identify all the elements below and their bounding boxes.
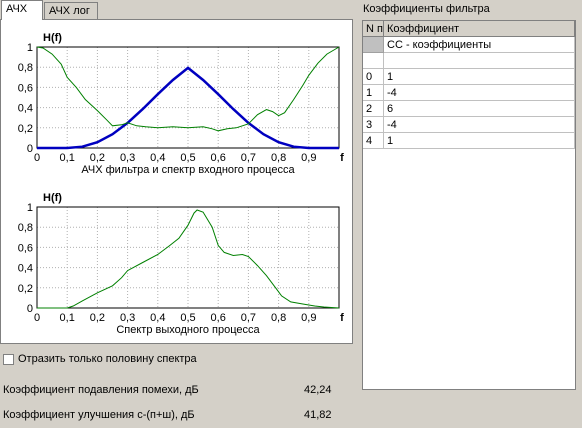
half-spectrum-checkbox[interactable] <box>3 354 14 365</box>
plot-frame <box>36 46 340 149</box>
series-line-0 <box>37 209 340 309</box>
coefficient-cell[interactable]: -4 <box>384 117 575 133</box>
coefficients-grid[interactable]: N п/п Коэффициент CC - коэффициенты 011-… <box>362 20 576 390</box>
x-tick-label: 0,5 <box>180 152 195 164</box>
row-index-cell[interactable]: 1 <box>363 85 384 101</box>
half-spectrum-label: Отразить только половину спектра <box>18 353 197 365</box>
coefficients-title: Коэффициенты фильтра <box>363 3 490 15</box>
output-spectrum-chart: 0 0,2 0,4 0,6 0,8 1 0 0,1 0,2 0,3 0,4 0,5 0,6 0,7 0,8 0… <box>18 192 344 336</box>
x-tick-label: 0,7 <box>241 152 256 164</box>
coefficient-cell[interactable]: 1 <box>384 69 575 85</box>
tab-freq-response-log[interactable]: АЧХ лог <box>44 2 98 19</box>
x-tick-label: 0,7 <box>241 312 256 324</box>
x-tick-label: 0 <box>34 312 40 324</box>
y-tick-label: 0,6 <box>18 82 33 94</box>
tab-freq-response-log-label: АЧХ лог <box>49 5 90 17</box>
x-tick-label: 0,4 <box>150 312 165 324</box>
chart-title: H(f) <box>43 32 62 44</box>
y-tick-label: 0 <box>27 143 33 155</box>
row-index-cell[interactable]: 4 <box>363 133 384 149</box>
suppression-value: 42,24 <box>304 384 332 396</box>
suppression-label: Коэффициент подавления помехи, дБ <box>3 384 199 396</box>
y-tick-label: 0,4 <box>18 103 33 115</box>
y-tick-label: 0,4 <box>18 263 33 275</box>
y-tick-label: 0,2 <box>18 123 33 135</box>
y-tick-label: 0,2 <box>18 283 33 295</box>
row-index-cell[interactable]: 2 <box>363 101 384 117</box>
grid-subheader-cell[interactable]: CC - коэффициенты <box>384 37 575 53</box>
y-tick-label: 0,8 <box>18 222 33 234</box>
grid-empty-row <box>363 53 575 69</box>
coefficient-cell[interactable]: -4 <box>384 85 575 101</box>
x-tick-label: 0,5 <box>180 312 195 324</box>
plot-frame <box>36 206 340 309</box>
y-tick-label: 0,8 <box>18 62 33 74</box>
x-tick-label: 0,8 <box>271 312 286 324</box>
col-header-index[interactable]: N п/п <box>363 21 384 37</box>
improvement-value: 41,82 <box>304 409 332 421</box>
improvement-label: Коэффициент улучшения с-(п+ш), дБ <box>3 409 195 421</box>
tab-page: 0 0,2 0,4 0,6 0,8 1 0 0,1 0,2 0,3 0,4 0,5 0,6 0,7 0,8 0… <box>0 19 353 344</box>
grid-fixed-cell <box>363 37 384 53</box>
y-tick-label: 1 <box>27 42 33 54</box>
x-tick-label: 0,2 <box>90 152 105 164</box>
x-tick-label: 0,6 <box>211 312 226 324</box>
x-tick-label: 0,1 <box>60 312 75 324</box>
x-tick-label: 0,8 <box>271 152 286 164</box>
x-tick-label: 0 <box>34 152 40 164</box>
filter-response-chart: 0 0,2 0,4 0,6 0,8 1 0 0,1 0,2 0,3 0,4 0,5 0,6 0,7 0,8 0… <box>18 32 344 176</box>
y-tick-label: 0,6 <box>18 242 33 254</box>
x-tick-label: 0,1 <box>60 152 75 164</box>
x-end-label: f <box>340 312 344 324</box>
x-tick-label: 0,3 <box>120 312 135 324</box>
x-axis-label: АЧХ фильтра и спектр входного процесса <box>81 164 295 176</box>
grid-cell[interactable] <box>384 53 575 69</box>
grid-subheader-row: CC - коэффициенты <box>363 37 575 53</box>
y-tick-label: 0 <box>27 303 33 315</box>
x-tick-label: 0,3 <box>120 152 135 164</box>
col-header-coefficient[interactable]: Коэффициент <box>384 21 575 37</box>
x-tick-label: 0,9 <box>301 312 316 324</box>
coefficient-cell[interactable]: 6 <box>384 101 575 117</box>
row-index-cell[interactable]: 3 <box>363 117 384 133</box>
y-tick-label: 1 <box>27 202 33 214</box>
x-axis-label: Спектр выходного процесса <box>116 324 260 336</box>
grid-header-row: N п/п Коэффициент <box>363 21 575 37</box>
table-row[interactable]: 1 -4 <box>363 85 575 101</box>
x-tick-label: 0,2 <box>90 312 105 324</box>
series-line-1 <box>36 46 340 132</box>
coefficient-cell[interactable]: 1 <box>384 133 575 149</box>
x-tick-label: 0,9 <box>301 152 316 164</box>
tab-freq-response-label: АЧХ <box>6 3 28 15</box>
x-end-label: f <box>340 152 344 164</box>
x-tick-label: 0,6 <box>211 152 226 164</box>
series-line-0 <box>37 66 339 150</box>
chart-title: H(f) <box>43 192 62 204</box>
row-index-cell[interactable]: 0 <box>363 69 384 85</box>
grid-cell[interactable] <box>363 53 384 69</box>
tab-freq-response[interactable]: АЧХ <box>1 0 43 20</box>
table-row[interactable]: 3 -4 <box>363 117 575 133</box>
x-tick-label: 0,4 <box>150 152 165 164</box>
